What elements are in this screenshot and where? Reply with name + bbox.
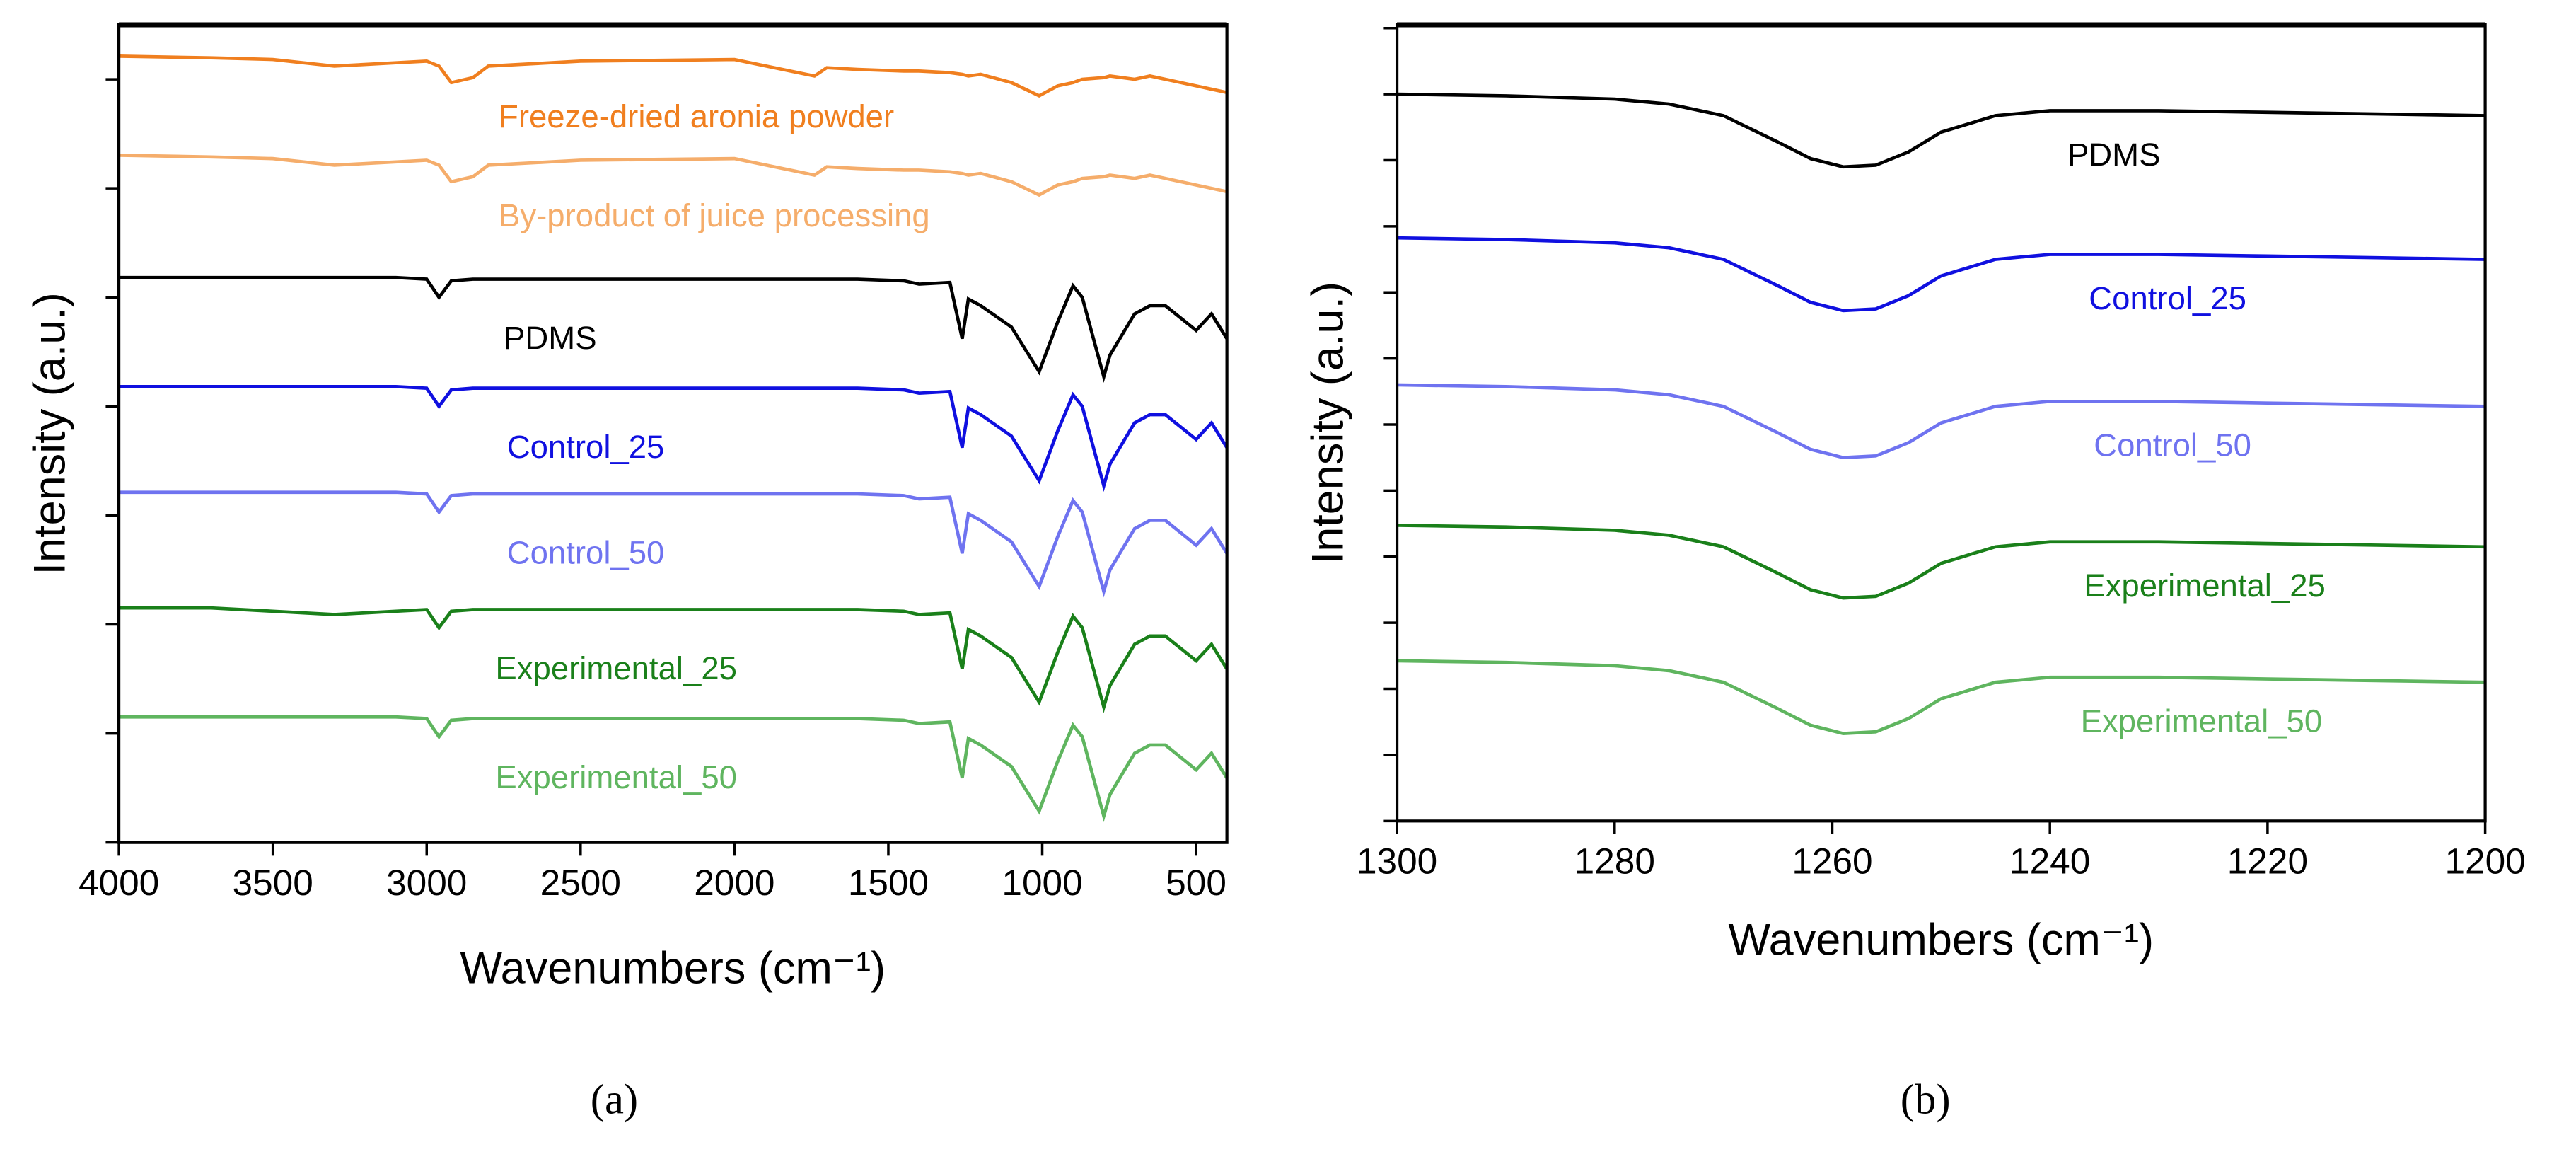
spectrum-line xyxy=(1397,524,2485,600)
panel-caption: (a) xyxy=(591,1076,638,1123)
x-axis-label: Wavenumbers (cm⁻¹) xyxy=(460,943,886,993)
y-axis-label: Intensity (a.u.) xyxy=(1303,282,1352,564)
series-label: Control_50 xyxy=(507,534,665,570)
panel-caption: (b) xyxy=(1901,1076,1951,1123)
x-tick-label: 1000 xyxy=(1002,863,1082,903)
series-label: Control_25 xyxy=(507,429,665,465)
x-tick-label: 4000 xyxy=(79,863,159,903)
spectrum-line xyxy=(119,54,1228,98)
spectrum-line xyxy=(1397,383,2485,460)
x-tick-label: 2000 xyxy=(694,863,774,903)
series-label: Experimental_25 xyxy=(2084,567,2326,604)
x-tick-label: 3500 xyxy=(233,863,313,903)
x-tick-label: 1200 xyxy=(2444,841,2525,882)
spectrum-line xyxy=(119,154,1228,197)
spectrum-line xyxy=(119,715,1229,823)
spectrum-line xyxy=(119,606,1229,713)
x-tick-label: 1220 xyxy=(2227,841,2308,882)
spectrum-line xyxy=(119,384,1229,492)
x-tick-label: 1500 xyxy=(848,863,929,903)
series-label: Control_25 xyxy=(2089,280,2246,316)
spectrum-line xyxy=(119,490,1229,598)
x-tick-label: 2500 xyxy=(540,863,621,903)
spectrum-line xyxy=(1397,236,2485,313)
series-label: PDMS xyxy=(504,320,597,356)
x-tick-label: 1280 xyxy=(1574,841,1655,882)
series-label: Experimental_50 xyxy=(2081,703,2323,739)
series-label: By-product of juice processing xyxy=(499,197,930,233)
spectrum-line xyxy=(1397,92,2485,169)
x-tick-label: 3000 xyxy=(386,863,467,903)
series-label: PDMS xyxy=(2067,137,2161,173)
spectrum-line xyxy=(1397,659,2485,735)
x-tick-label: 1260 xyxy=(1792,841,1872,882)
series-label: Freeze-dried aronia powder xyxy=(499,98,894,134)
series-label: Control_50 xyxy=(2094,427,2251,463)
series-label: Experimental_50 xyxy=(495,759,737,795)
x-tick-label: 1300 xyxy=(1357,841,1437,882)
y-axis-label: Intensity (a.u.) xyxy=(25,292,74,575)
x-tick-label: 500 xyxy=(1166,863,1226,903)
x-tick-label: 1240 xyxy=(2009,841,2090,882)
x-axis-label: Wavenumbers (cm⁻¹) xyxy=(1729,916,2154,965)
series-label: Experimental_25 xyxy=(495,650,737,686)
spectrum-line xyxy=(119,275,1229,383)
